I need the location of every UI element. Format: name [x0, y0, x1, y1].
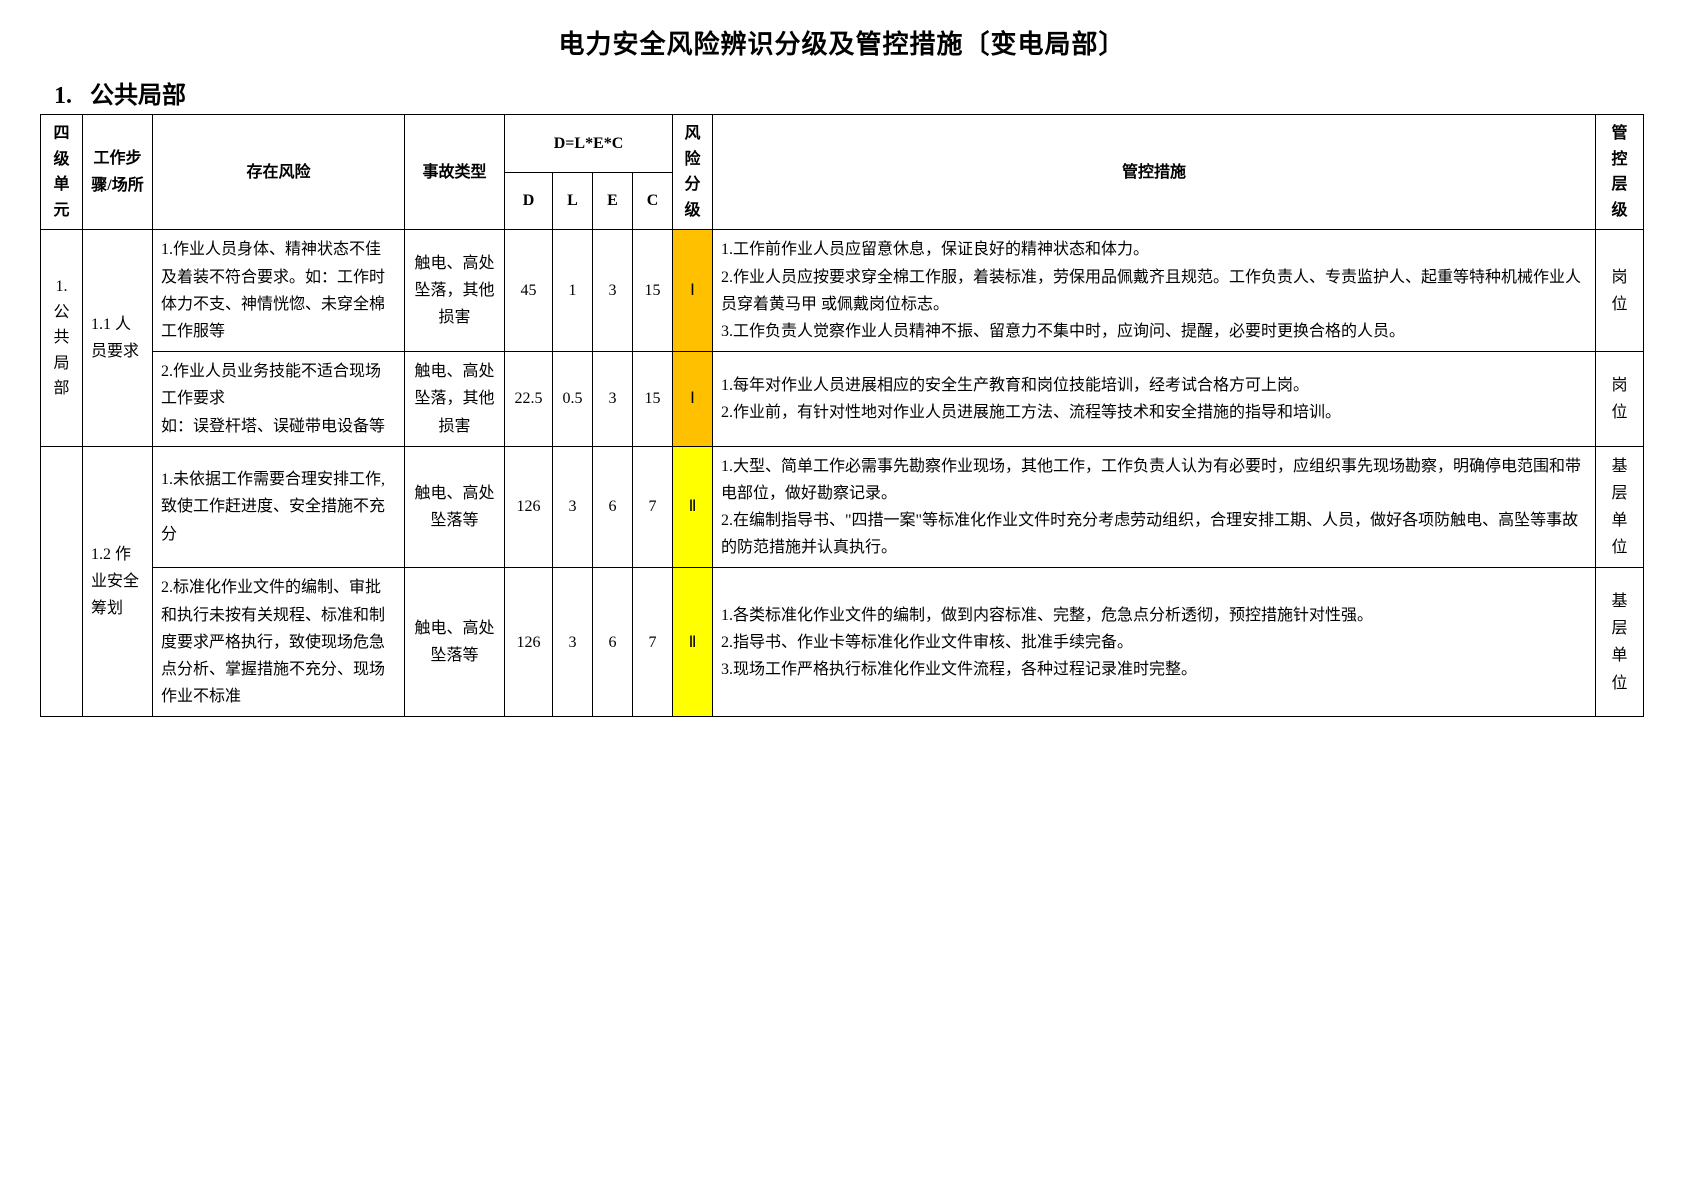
cell-level: 岗位	[1596, 230, 1644, 352]
cell-l: 0.5	[553, 352, 593, 447]
cell-e: 3	[593, 230, 633, 352]
table-row: 2.作业人员业务技能不适合现场工作要求 如：误登杆塔、误碰带电设备等触电、高处坠…	[41, 352, 1644, 447]
cell-d: 22.5	[505, 352, 553, 447]
cell-risk: 1.未依据工作需要合理安排工作,致使工作赶进度、安全措施不充分	[153, 446, 405, 568]
cell-risk: 2.标准化作业文件的编制、审批和执行未按有关规程、标准和制度要求严格执行，致使现…	[153, 568, 405, 717]
cell-d: 45	[505, 230, 553, 352]
table-header: 四级单元 工作步骤/场所 存在风险 事故类型 D=L*E*C 风险分级 管控措施…	[41, 115, 1644, 230]
cell-grade: Ⅱ	[673, 568, 713, 717]
cell-unit: 1. 公共局部	[41, 230, 83, 446]
cell-grade: Ⅰ	[673, 230, 713, 352]
table-body: 1. 公共局部1.1 人员要求1.作业人员身体、精神状态不佳及着装不符合要求。如…	[41, 230, 1644, 717]
cell-e: 6	[593, 568, 633, 717]
cell-d: 126	[505, 568, 553, 717]
th-level: 管控层级	[1596, 115, 1644, 230]
cell-l: 3	[553, 568, 593, 717]
cell-level: 岗位	[1596, 352, 1644, 447]
th-type: 事故类型	[405, 115, 505, 230]
cell-d: 126	[505, 446, 553, 568]
page-title: 电力安全风险辨识分级及管控措施〔变电局部〕	[40, 24, 1644, 61]
cell-type: 触电、高处坠落等	[405, 568, 505, 717]
cell-measure: 1.工作前作业人员应留意休息，保证良好的精神状态和体力。 2.作业人员应按要求穿…	[713, 230, 1596, 352]
cell-risk: 2.作业人员业务技能不适合现场工作要求 如：误登杆塔、误碰带电设备等	[153, 352, 405, 447]
cell-type: 触电、高处坠落等	[405, 446, 505, 568]
cell-measure: 1.每年对作业人员进展相应的安全生产教育和岗位技能培训，经考试合格方可上岗。 2…	[713, 352, 1596, 447]
cell-step: 1.2 作业安全筹划	[83, 446, 153, 717]
cell-risk: 1.作业人员身体、精神状态不佳及着装不符合要求。如：工作时体力不支、神情恍惚、未…	[153, 230, 405, 352]
th-grade: 风险分级	[673, 115, 713, 230]
th-dlec: D=L*E*C	[505, 115, 673, 173]
section-title: 1. 公共局部	[54, 75, 1644, 110]
th-d: D	[505, 172, 553, 230]
cell-grade: Ⅱ	[673, 446, 713, 568]
cell-l: 3	[553, 446, 593, 568]
cell-grade: Ⅰ	[673, 352, 713, 447]
cell-c: 7	[633, 568, 673, 717]
th-l: L	[553, 172, 593, 230]
th-unit: 四级单元	[41, 115, 83, 230]
th-risk: 存在风险	[153, 115, 405, 230]
cell-level: 基层单位	[1596, 568, 1644, 717]
section-number: 1.	[54, 83, 72, 109]
cell-type: 触电、高处坠落，其他损害	[405, 230, 505, 352]
cell-c: 15	[633, 352, 673, 447]
th-c: C	[633, 172, 673, 230]
cell-measure: 1.各类标准化作业文件的编制，做到内容标准、完整，危急点分析透彻，预控措施针对性…	[713, 568, 1596, 717]
table-row: 2.标准化作业文件的编制、审批和执行未按有关规程、标准和制度要求严格执行，致使现…	[41, 568, 1644, 717]
cell-measure: 1.大型、简单工作必需事先勘察作业现场，其他工作，工作负责人认为有必要时，应组织…	[713, 446, 1596, 568]
cell-e: 6	[593, 446, 633, 568]
cell-unit	[41, 446, 83, 717]
th-e: E	[593, 172, 633, 230]
cell-c: 7	[633, 446, 673, 568]
cell-level: 基层单位	[1596, 446, 1644, 568]
section-name: 公共局部	[90, 83, 186, 109]
th-measure: 管控措施	[713, 115, 1596, 230]
table-row: 1. 公共局部1.1 人员要求1.作业人员身体、精神状态不佳及着装不符合要求。如…	[41, 230, 1644, 352]
table-row: 1.2 作业安全筹划1.未依据工作需要合理安排工作,致使工作赶进度、安全措施不充…	[41, 446, 1644, 568]
cell-l: 1	[553, 230, 593, 352]
th-step: 工作步骤/场所	[83, 115, 153, 230]
cell-e: 3	[593, 352, 633, 447]
cell-c: 15	[633, 230, 673, 352]
risk-table: 四级单元 工作步骤/场所 存在风险 事故类型 D=L*E*C 风险分级 管控措施…	[40, 114, 1644, 717]
cell-step: 1.1 人员要求	[83, 230, 153, 446]
cell-type: 触电、高处坠落，其他损害	[405, 352, 505, 447]
